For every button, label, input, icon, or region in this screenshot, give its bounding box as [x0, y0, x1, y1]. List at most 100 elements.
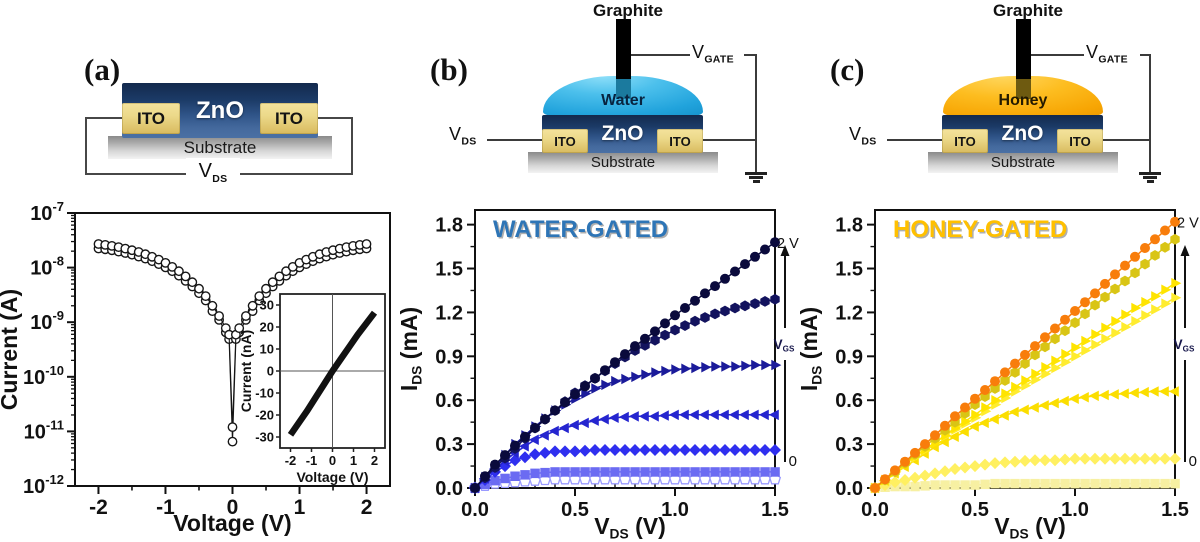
svg-text:2: 2	[371, 453, 378, 468]
ito-contact-right: ITO	[260, 103, 318, 134]
series-sweep-upper	[93, 239, 372, 433]
zno-label: ZnO	[1001, 122, 1044, 145]
ground-symbol	[1139, 172, 1161, 184]
ito-label: ITO	[554, 133, 576, 149]
svg-text:1.5: 1.5	[435, 259, 463, 281]
vgate-wire	[1031, 54, 1084, 56]
gate-voltage-annotation: 2 V VGS 0	[1174, 216, 1199, 470]
y-axis-title: IDS (mA)	[800, 307, 825, 391]
svg-text:2 V: 2 V	[777, 236, 799, 252]
vds-wire	[487, 139, 542, 141]
substrate-layer: Substrate	[108, 136, 332, 159]
vgate-wire	[1140, 54, 1151, 56]
svg-text:-1: -1	[156, 496, 175, 519]
svg-text:0: 0	[789, 453, 797, 470]
svg-text:1.2: 1.2	[435, 302, 463, 324]
panel-c-label: (c)	[830, 52, 865, 87]
series-vgs-bottom-0V	[870, 478, 1180, 493]
vgate-label: VGATE	[1086, 42, 1128, 66]
series-vgs-top-2V	[470, 237, 780, 493]
svg-text:Current (nA): Current (nA)	[240, 330, 254, 412]
svg-text:10-8: 10-8	[30, 254, 64, 280]
svg-text:10: 10	[260, 342, 274, 357]
svg-text:0.0: 0.0	[835, 478, 863, 500]
panel-a-label: (a)	[84, 52, 121, 87]
substrate-layer: Substrate	[928, 152, 1118, 173]
svg-text:0.3: 0.3	[435, 434, 463, 456]
svg-text:-10: -10	[255, 386, 274, 401]
svg-text:1: 1	[350, 453, 357, 468]
svg-text:0.9: 0.9	[835, 346, 863, 368]
gate-voltage-annotation: 2 V VGS 0	[774, 236, 799, 470]
svg-text:WATER-GATED: WATER-GATED	[495, 218, 670, 245]
graphite-label: Graphite	[993, 1, 1063, 20]
ito-contact-left: ITO	[122, 103, 180, 134]
water-label: Water	[601, 92, 645, 109]
svg-text:10-12: 10-12	[23, 472, 64, 498]
substrate-label: Substrate	[590, 154, 656, 171]
ito-label: ITO	[669, 133, 691, 149]
svg-text:10-10: 10-10	[23, 363, 64, 389]
vds-source-label: VDS	[186, 158, 240, 186]
y-axis-title: Current (A)	[0, 289, 22, 410]
svg-text:1.5: 1.5	[761, 499, 789, 521]
svg-text:0.3: 0.3	[835, 434, 863, 456]
ito-label: ITO	[954, 133, 976, 149]
graphite-rod-submerged	[616, 79, 631, 99]
svg-text:0.5: 0.5	[961, 499, 989, 521]
svg-text:1.2: 1.2	[835, 302, 863, 324]
svg-text:-30: -30	[255, 430, 274, 445]
y-axis-title: IDS (mA)	[400, 307, 425, 391]
vgate-wire	[744, 54, 757, 56]
svg-text:0.9: 0.9	[435, 346, 463, 368]
svg-text:10-7: 10-7	[30, 199, 64, 225]
drain-wire	[703, 139, 757, 141]
graphite-label: Graphite	[593, 1, 663, 20]
ito-label: ITO	[274, 108, 304, 128]
svg-text:0: 0	[1189, 453, 1197, 470]
vds-wire	[887, 139, 942, 141]
vds-label: VDS	[449, 124, 477, 148]
svg-text:0.5: 0.5	[561, 499, 589, 521]
graphite-rod-submerged	[1016, 79, 1031, 99]
svg-text:30: 30	[260, 298, 274, 313]
svg-text:0.6: 0.6	[835, 390, 863, 412]
drain-wire	[1103, 139, 1151, 141]
honey-label: Honey	[998, 92, 1048, 109]
svg-text:0.6: 0.6	[435, 390, 463, 412]
svg-text:0: 0	[329, 453, 336, 468]
chart-title: WATER-GATED	[493, 216, 668, 243]
svg-text:0: 0	[267, 364, 274, 379]
ito-contact-left: ITO	[542, 129, 588, 153]
svg-text:0.0: 0.0	[435, 478, 463, 500]
svg-text:1.0: 1.0	[661, 499, 689, 521]
svg-text:VGS: VGS	[774, 337, 795, 354]
gate-return-wire	[755, 54, 757, 172]
svg-text:VGS: VGS	[1174, 337, 1195, 354]
svg-text:1: 1	[294, 496, 306, 519]
svg-text:1.0: 1.0	[1061, 499, 1089, 521]
svg-text:1.5: 1.5	[1161, 499, 1189, 521]
x-axis-title: VDS (V)	[594, 513, 666, 542]
svg-text:1.5: 1.5	[835, 259, 863, 281]
ito-contact-right: ITO	[1057, 129, 1103, 153]
zno-label: ZnO	[196, 96, 244, 124]
panel-b-output-chart: 0.0 0.5 1.0 1.5 0.0 0.3 0.6 0.9 1.2 1.5 1.8 VDS (V)…	[400, 209, 799, 542]
svg-text:0.0: 0.0	[861, 499, 889, 521]
x-axis-title: VDS (V)	[994, 513, 1066, 542]
svg-text:0.0: 0.0	[461, 499, 489, 521]
panel-c-output-chart: 0.0 0.5 1.0 1.5 0.0 0.3 0.6 0.9 1.2 1.5 1.8 VDS (V)…	[800, 209, 1199, 542]
inset-x-axis-title: Voltage (V)	[296, 469, 368, 485]
svg-text:-1: -1	[306, 453, 318, 468]
panel-b-label: (b)	[430, 52, 468, 87]
ito-label: ITO	[136, 108, 166, 128]
ito-label: ITO	[1069, 133, 1091, 149]
series-vgs-top-2V	[870, 216, 1180, 493]
vds-label: VDS	[849, 124, 877, 148]
zno-label: ZnO	[601, 122, 644, 145]
vgate-label: VGATE	[692, 42, 734, 66]
svg-text:20: 20	[260, 320, 274, 335]
graphite-rod	[616, 19, 631, 79]
ito-contact-left: ITO	[942, 129, 988, 153]
